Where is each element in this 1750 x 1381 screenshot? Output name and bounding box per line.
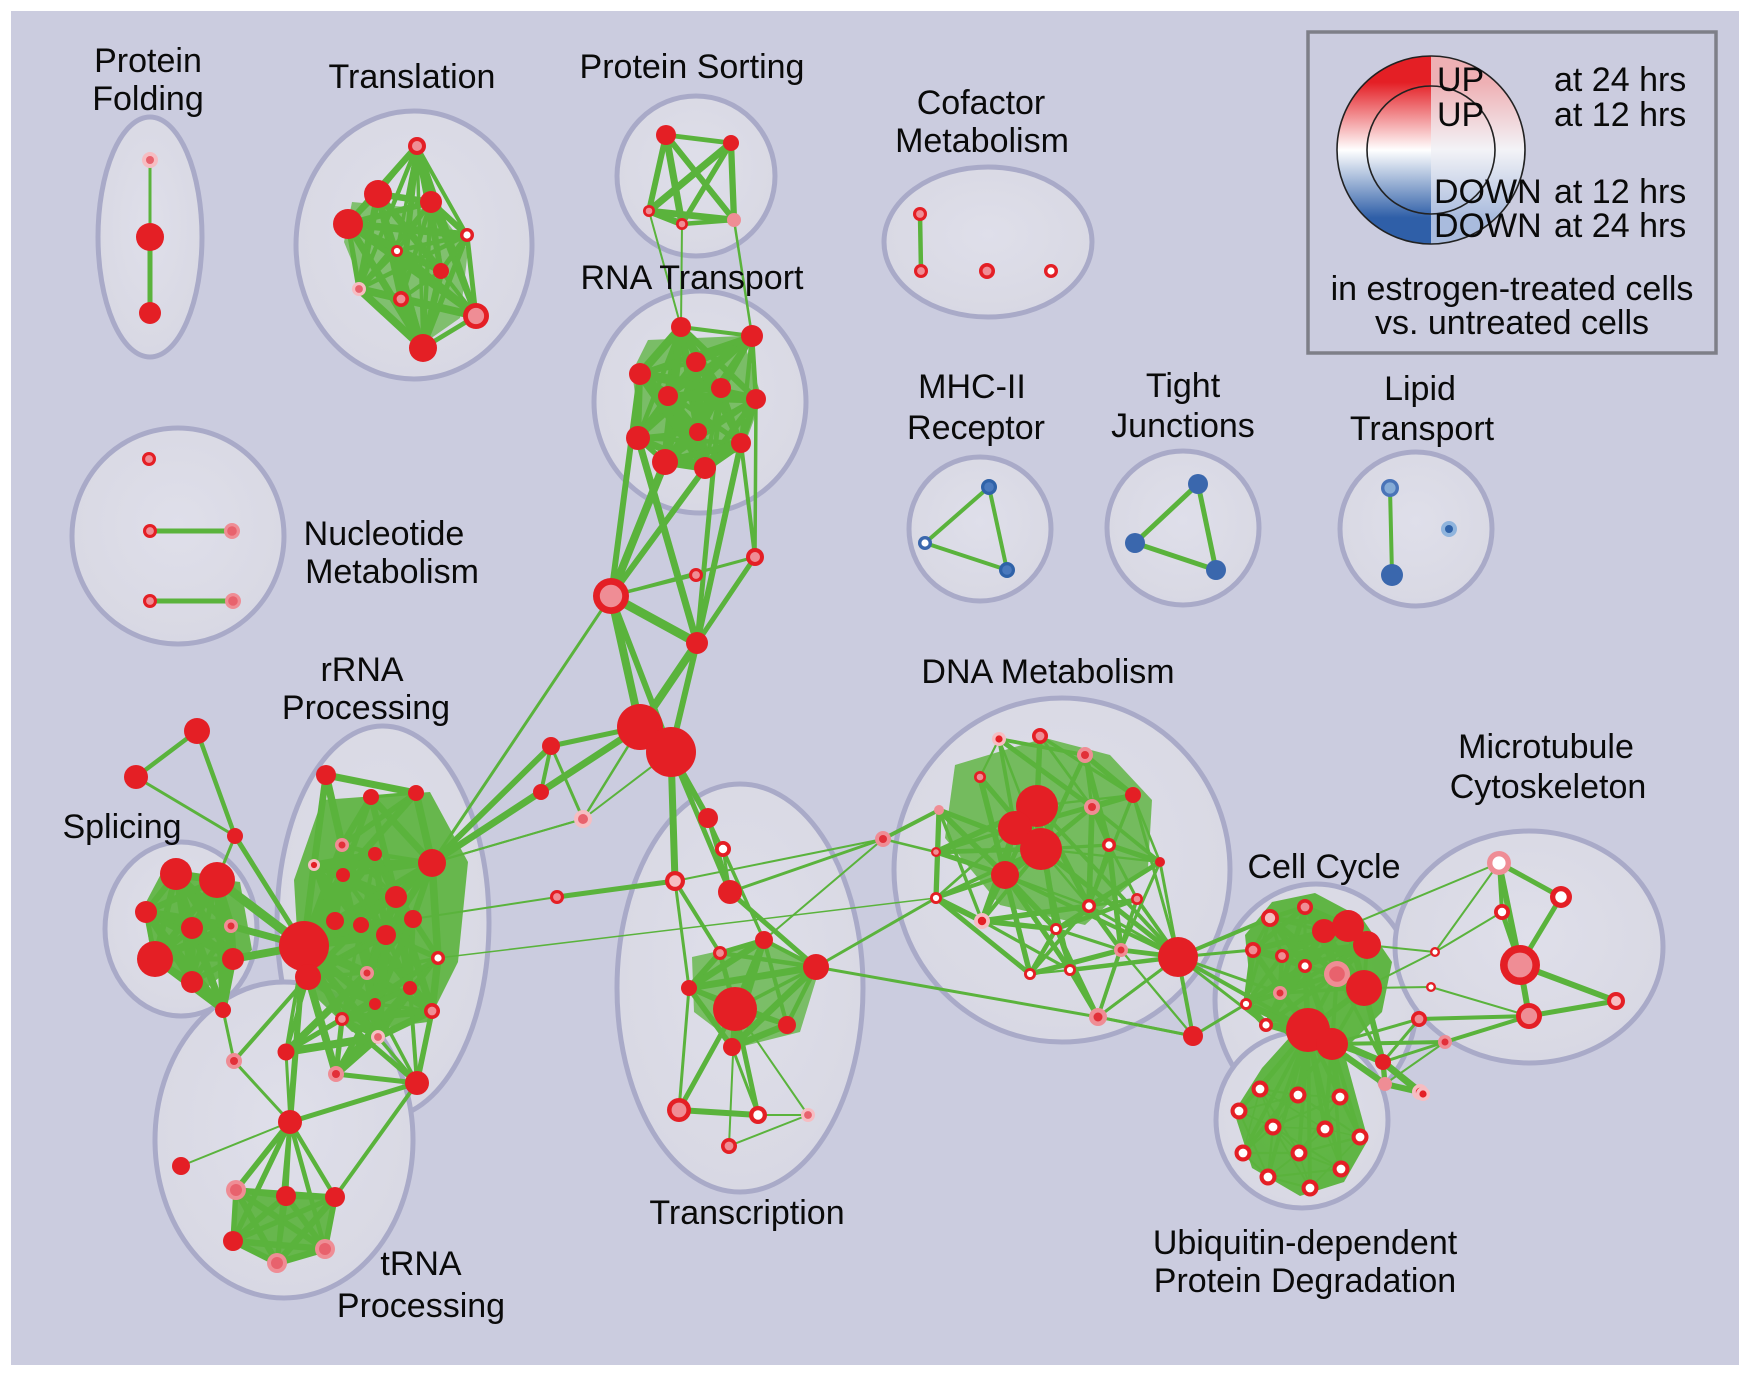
svg-text:Protein Degradation: Protein Degradation [1154, 1262, 1456, 1300]
svg-text:at 24 hrs: at 24 hrs [1554, 61, 1686, 99]
svg-text:UP: UP [1437, 96, 1484, 134]
svg-text:at 12 hrs: at 12 hrs [1554, 173, 1686, 211]
svg-text:Splicing: Splicing [62, 808, 181, 846]
svg-text:Tight: Tight [1146, 367, 1221, 405]
svg-text:Cytoskeleton: Cytoskeleton [1450, 768, 1647, 806]
svg-text:at 12 hrs: at 12 hrs [1554, 96, 1686, 134]
svg-text:UP: UP [1437, 61, 1484, 99]
svg-text:at 24 hrs: at 24 hrs [1554, 207, 1686, 245]
svg-text:Lipid: Lipid [1384, 370, 1456, 408]
svg-text:Processing: Processing [282, 689, 450, 727]
svg-text:Translation: Translation [329, 58, 496, 96]
svg-text:Protein Sorting: Protein Sorting [580, 48, 805, 86]
svg-text:rRNA: rRNA [320, 651, 403, 689]
svg-text:vs. untreated cells: vs. untreated cells [1375, 304, 1649, 342]
svg-text:Ubiquitin-dependent: Ubiquitin-dependent [1153, 1224, 1458, 1262]
svg-text:Nucleotide: Nucleotide [304, 515, 465, 553]
svg-text:Cofactor: Cofactor [917, 84, 1046, 122]
svg-text:Metabolism: Metabolism [895, 122, 1069, 160]
svg-text:DNA Metabolism: DNA Metabolism [921, 653, 1174, 691]
svg-text:tRNA: tRNA [380, 1245, 462, 1283]
svg-text:DOWN: DOWN [1434, 207, 1542, 245]
svg-text:Junctions: Junctions [1111, 407, 1255, 445]
svg-text:Transport: Transport [1350, 410, 1495, 448]
svg-text:Processing: Processing [337, 1287, 505, 1325]
svg-text:Receptor: Receptor [907, 409, 1045, 447]
svg-text:DOWN: DOWN [1434, 173, 1542, 211]
svg-text:Microtubule: Microtubule [1458, 728, 1634, 766]
svg-text:RNA Transport: RNA Transport [581, 259, 805, 297]
svg-text:Protein: Protein [94, 42, 202, 80]
svg-text:Metabolism: Metabolism [305, 553, 479, 591]
svg-text:Cell Cycle: Cell Cycle [1247, 848, 1400, 886]
svg-text:Transcription: Transcription [649, 1194, 844, 1232]
svg-text:in estrogen-treated cells: in estrogen-treated cells [1331, 270, 1694, 308]
svg-text:Folding: Folding [92, 80, 204, 118]
svg-text:MHC-II: MHC-II [918, 368, 1026, 406]
